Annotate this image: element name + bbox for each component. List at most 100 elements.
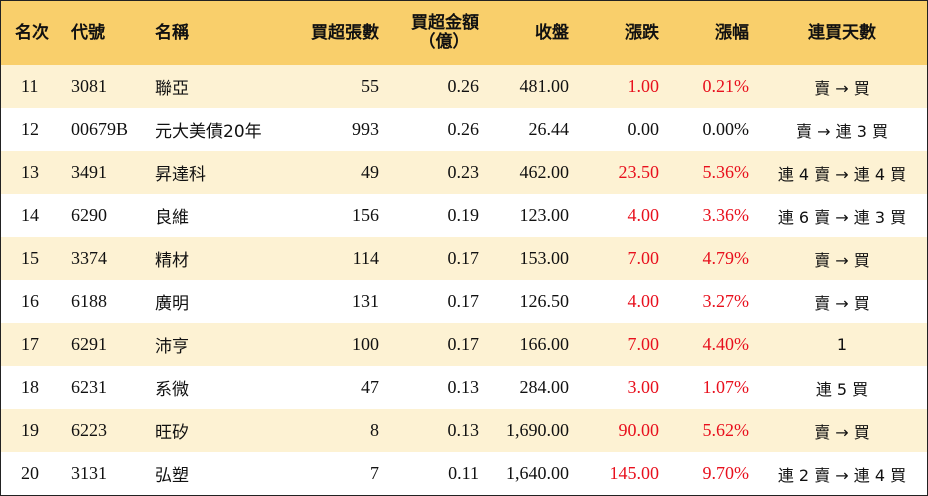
pct-cell: 1.07% bbox=[702, 377, 750, 397]
net-lots-cell: 156 bbox=[352, 205, 379, 225]
change-cell: 0.00 bbox=[627, 119, 660, 139]
net-lots-cell: 993 bbox=[352, 119, 379, 139]
table-row: 20 3131 弘塑 7 0.11 1,640.00 145.00 9.70% 連 2 賣 → … bbox=[1, 452, 927, 495]
streak-cell: 1 bbox=[836, 335, 848, 354]
net-lots-cell: 114 bbox=[352, 248, 379, 268]
name-cell: 元大美債20年 bbox=[155, 122, 262, 142]
name-cell: 旺矽 bbox=[155, 423, 189, 443]
table-row: 14 6290 良維 156 0.19 123.00 4.00 3.36% 連 6 賣 → 連 … bbox=[1, 194, 927, 237]
pct-cell: 4.40% bbox=[702, 334, 750, 354]
change-cell: 3.00 bbox=[627, 377, 660, 397]
streak-cell: 賣 → 買 bbox=[814, 78, 870, 98]
table-row: 19 6223 旺矽 8 0.13 1,690.00 90.00 5.62% 賣 → 買 bbox=[1, 409, 927, 452]
header-name: 名稱 bbox=[155, 22, 189, 43]
rank-cell: 20 bbox=[21, 463, 39, 483]
rank-cell: 11 bbox=[21, 76, 39, 96]
net-amount-cell: 0.26 bbox=[447, 76, 480, 96]
change-cell: 90.00 bbox=[618, 420, 660, 440]
close-cell: 462.00 bbox=[519, 162, 570, 182]
name-cell: 系微 bbox=[155, 380, 189, 400]
rank-cell: 16 bbox=[21, 291, 39, 311]
code-cell: 3131 bbox=[71, 463, 107, 483]
streak-cell: 賣 → 連 3 買 bbox=[796, 121, 888, 141]
net-lots-cell: 100 bbox=[352, 334, 379, 354]
net-amount-cell: 0.13 bbox=[447, 377, 480, 397]
net-amount-cell: 0.11 bbox=[448, 463, 479, 483]
rank-cell: 12 bbox=[21, 119, 39, 139]
net-lots-cell: 7 bbox=[370, 463, 379, 483]
header-close: 收盤 bbox=[535, 22, 569, 43]
streak-cell: 賣 → 買 bbox=[814, 422, 870, 442]
code-cell: 6290 bbox=[71, 205, 107, 225]
rank-cell: 15 bbox=[21, 248, 39, 268]
streak-cell: 賣 → 買 bbox=[814, 293, 870, 313]
header-rank: 名次 bbox=[15, 22, 49, 43]
table-row: 15 3374 精材 114 0.17 153.00 7.00 4.79% 賣 → 買 bbox=[1, 237, 927, 280]
net-lots-cell: 8 bbox=[370, 420, 379, 440]
code-cell: 6188 bbox=[71, 291, 107, 311]
change-cell: 1.00 bbox=[627, 76, 660, 96]
code-cell: 00679B bbox=[71, 119, 129, 139]
name-cell: 聯亞 bbox=[155, 79, 189, 99]
net-lots-cell: 47 bbox=[361, 377, 379, 397]
net-amount-cell: 0.17 bbox=[447, 334, 480, 354]
table-header-row: 名次 代號 名稱 買超張數 買超金額 （億） 收盤 漲跌 漲幅 連買天數 bbox=[1, 1, 927, 65]
net-amount-cell: 0.17 bbox=[447, 248, 480, 268]
change-cell: 7.00 bbox=[627, 248, 660, 268]
close-cell: 481.00 bbox=[519, 76, 570, 96]
pct-cell: 9.70% bbox=[702, 463, 750, 483]
header-change: 漲跌 bbox=[625, 22, 659, 43]
code-cell: 6223 bbox=[71, 420, 107, 440]
rank-cell: 14 bbox=[21, 205, 39, 225]
streak-cell: 賣 → 買 bbox=[814, 250, 870, 270]
close-cell: 123.00 bbox=[519, 205, 570, 225]
pct-cell: 4.79% bbox=[702, 248, 750, 268]
header-code: 代號 bbox=[71, 22, 105, 43]
change-cell: 7.00 bbox=[627, 334, 660, 354]
net-amount-cell: 0.13 bbox=[447, 420, 480, 440]
change-cell: 145.00 bbox=[609, 463, 660, 483]
net-amount-cell: 0.26 bbox=[447, 119, 480, 139]
rank-cell: 19 bbox=[21, 420, 39, 440]
streak-cell: 連 5 買 bbox=[815, 379, 869, 399]
name-cell: 良維 bbox=[155, 208, 189, 228]
table-row: 13 3491 昇達科 49 0.23 462.00 23.50 5.36% 連 4 賣 → 連… bbox=[1, 151, 927, 194]
net-amount-cell: 0.19 bbox=[447, 205, 480, 225]
net-lots-cell: 131 bbox=[352, 291, 379, 311]
name-cell: 昇達科 bbox=[155, 165, 206, 185]
pct-cell: 0.00% bbox=[702, 119, 750, 139]
change-cell: 23.50 bbox=[618, 162, 660, 182]
close-cell: 284.00 bbox=[519, 377, 570, 397]
change-cell: 4.00 bbox=[627, 205, 660, 225]
streak-cell: 連 2 賣 → 連 4 買 bbox=[777, 465, 907, 485]
table-row: 12 00679B 元大美債20年 993 0.26 26.44 0.00 0.00% 賣 → … bbox=[1, 108, 927, 151]
close-cell: 1,640.00 bbox=[506, 463, 569, 483]
name-cell: 精材 bbox=[155, 251, 189, 271]
code-cell: 3374 bbox=[71, 248, 107, 268]
rank-cell: 18 bbox=[21, 377, 39, 397]
table-row: 18 6231 系微 47 0.13 284.00 3.00 1.07% 連 5 買 bbox=[1, 366, 927, 409]
close-cell: 166.00 bbox=[519, 334, 570, 354]
name-cell: 弘塑 bbox=[155, 466, 189, 486]
name-cell: 沛亨 bbox=[155, 337, 189, 357]
header-streak: 連買天數 bbox=[808, 22, 876, 43]
net-lots-cell: 55 bbox=[361, 76, 379, 96]
table-row: 11 3081 聯亞 55 0.26 481.00 1.00 0.21% 賣 → 買 bbox=[1, 65, 927, 108]
streak-cell: 連 4 賣 → 連 4 買 bbox=[777, 164, 907, 184]
header-pct: 漲幅 bbox=[715, 22, 749, 43]
pct-cell: 0.21% bbox=[702, 76, 750, 96]
table-row: 17 6291 沛亨 100 0.17 166.00 7.00 4.40% 1 bbox=[1, 323, 927, 366]
rank-cell: 17 bbox=[21, 334, 39, 354]
table-row: 16 6188 廣明 131 0.17 126.50 4.00 3.27% 賣 → 買 bbox=[1, 280, 927, 323]
rank-cell: 13 bbox=[21, 162, 39, 182]
code-cell: 3081 bbox=[71, 76, 107, 96]
header-net-lots: 買超張數 bbox=[311, 22, 379, 43]
table-body: 11 3081 聯亞 55 0.26 481.00 1.00 0.21% 賣 → 買 12 0067… bbox=[1, 65, 927, 495]
close-cell: 126.50 bbox=[519, 291, 570, 311]
code-cell: 3491 bbox=[71, 162, 107, 182]
streak-cell: 連 6 賣 → 連 3 買 bbox=[777, 207, 907, 227]
close-cell: 26.44 bbox=[528, 119, 570, 139]
net-amount-cell: 0.17 bbox=[447, 291, 480, 311]
header-net-amount-line2: （億） bbox=[418, 32, 470, 52]
